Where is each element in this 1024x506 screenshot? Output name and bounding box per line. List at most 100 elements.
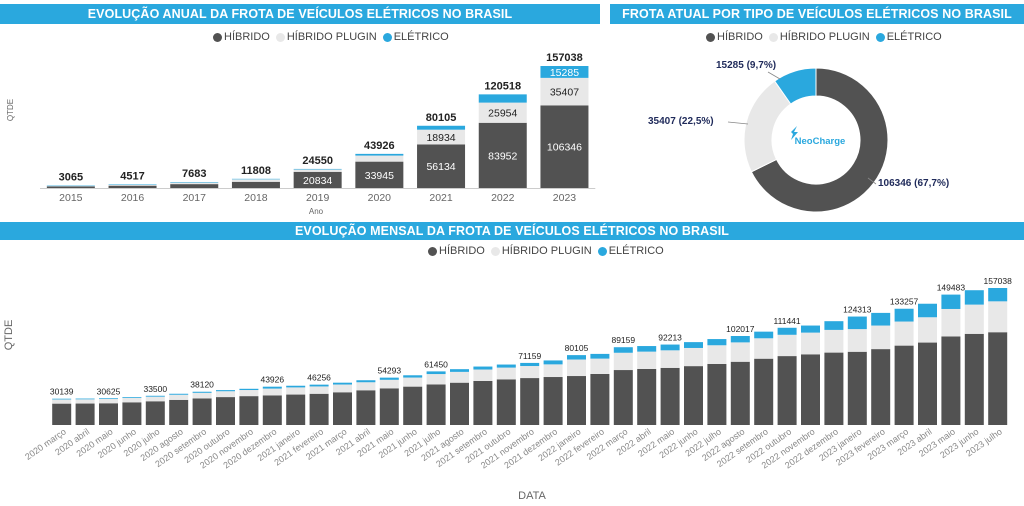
bar-segment-7-1 bbox=[216, 391, 235, 398]
bar-segment-34-2 bbox=[847, 316, 867, 330]
bar-segment-5-1 bbox=[169, 394, 189, 400]
bar-segment-33-0 bbox=[824, 352, 844, 425]
x-tick-label: 2021 bbox=[429, 192, 453, 204]
bar-segment-18-0 bbox=[473, 380, 493, 425]
bar-segment-23-1 bbox=[590, 358, 610, 374]
bar-segment-22-2 bbox=[567, 355, 586, 360]
legend-label: HÍBRIDO PLUGIN bbox=[779, 31, 870, 43]
y-axis-label: QTDE bbox=[3, 320, 15, 351]
slice-label: 106346 (67,7%) bbox=[878, 178, 949, 189]
bar-segment-33-1 bbox=[824, 329, 844, 353]
bar-segment-24-1 bbox=[613, 352, 633, 371]
legend-item-hibrido[interactable]: HÍBRIDO bbox=[213, 31, 270, 43]
bar-segment-7-2 bbox=[216, 390, 235, 392]
x-axis-label: DATA bbox=[518, 490, 546, 502]
monthly-chart-title: EVOLUÇÃO MENSAL DA FROTA DE VEÍCULOS ELÉ… bbox=[0, 222, 1024, 240]
bar-segment-30-1 bbox=[754, 338, 774, 359]
bar-segment-39-2 bbox=[964, 290, 984, 305]
bar-segment-26-2 bbox=[660, 344, 680, 351]
bar-segment-37-2 bbox=[918, 303, 937, 318]
bar-segment-8-2 bbox=[239, 388, 259, 391]
bar-segment-11-2 bbox=[309, 384, 329, 387]
bar-segment-1-1 bbox=[75, 399, 95, 404]
neocharge-logo: NeoCharge bbox=[791, 126, 845, 147]
bar-segment-2015-2 bbox=[46, 185, 95, 187]
bar-segment-17-1 bbox=[450, 371, 469, 383]
bar-segment-2016-1 bbox=[108, 184, 157, 186]
legend-label: ELÉTRICO bbox=[886, 31, 942, 43]
donut-legend: HÍBRIDO HÍBRIDO PLUGIN ELÉTRICO bbox=[706, 31, 948, 43]
bar-segment-39-1 bbox=[964, 304, 984, 334]
bar-segment-20-2 bbox=[520, 362, 540, 367]
legend-item-plugin[interactable]: HÍBRIDO PLUGIN bbox=[768, 31, 870, 43]
annual-bar-chart: QTDE Ano 3065 2015 4517 2016 7683 2017 11808 2018… bbox=[6, 52, 596, 216]
bar-segment-17-0 bbox=[450, 382, 469, 425]
bar-segment-38-2 bbox=[941, 294, 961, 309]
bar-segment-8-0 bbox=[239, 396, 259, 425]
bar-segment-40-1 bbox=[988, 301, 1008, 333]
segment-label: 35407 bbox=[550, 87, 579, 99]
segment-label: 106346 bbox=[547, 142, 582, 154]
bar-segment-20-1 bbox=[520, 366, 540, 379]
top-label: 89159 bbox=[611, 335, 635, 345]
legend-dot-icon bbox=[428, 246, 437, 256]
bar-segment-2021-0 bbox=[417, 144, 466, 188]
bar-segment-2-1 bbox=[99, 399, 118, 404]
bar-segment-15-2 bbox=[403, 375, 423, 378]
bar-segment-2023-0 bbox=[540, 105, 589, 188]
x-tick-label: 2016 bbox=[121, 192, 145, 204]
bar-segment-16-1 bbox=[426, 374, 446, 385]
bar-segment-9-0 bbox=[262, 395, 282, 425]
legend-dot-icon bbox=[382, 32, 392, 42]
top-label: 80105 bbox=[565, 343, 589, 353]
x-tick-label: 2019 bbox=[306, 192, 330, 204]
bar-segment-28-2 bbox=[707, 339, 727, 346]
bar-segment-2018-2 bbox=[231, 178, 280, 180]
bar-segment-10-0 bbox=[286, 394, 306, 425]
bar-segment-32-1 bbox=[801, 332, 820, 355]
bar-segment-21-0 bbox=[543, 377, 563, 425]
bar-segment-26-0 bbox=[660, 367, 680, 425]
legend-item-plugin[interactable]: HÍBRIDO PLUGIN bbox=[275, 31, 377, 43]
bar-segment-18-1 bbox=[473, 369, 493, 381]
bar-segment-34-0 bbox=[847, 351, 867, 425]
bar-segment-11-0 bbox=[309, 393, 329, 425]
top-label: 46256 bbox=[307, 373, 331, 383]
bar-segment-40-2 bbox=[988, 288, 1008, 302]
legend-item-eletrico[interactable]: ELÉTRICO bbox=[597, 245, 664, 257]
legend-item-hibrido[interactable]: HÍBRIDO bbox=[706, 31, 763, 43]
bar-segment-9-2 bbox=[262, 386, 282, 389]
legend-item-eletrico[interactable]: ELÉTRICO bbox=[875, 31, 942, 43]
bar-segment-3-0 bbox=[122, 402, 142, 425]
legend-item-hibrido[interactable]: HÍBRIDO bbox=[428, 245, 485, 257]
bar-segment-2021-2 bbox=[417, 125, 466, 130]
bar-segment-14-2 bbox=[379, 377, 399, 380]
bar-segment-25-0 bbox=[637, 368, 657, 425]
bar-segment-24-2 bbox=[613, 347, 633, 353]
total-label: 80105 bbox=[426, 112, 457, 124]
slice-label: 35407 (22,5%) bbox=[648, 116, 714, 127]
bar-segment-35-1 bbox=[871, 325, 891, 350]
bar-segment-27-0 bbox=[684, 366, 703, 425]
top-label: 54293 bbox=[377, 366, 401, 376]
bar-segment-14-0 bbox=[379, 388, 399, 425]
total-label: 157038 bbox=[546, 52, 583, 64]
x-tick-label: 2015 bbox=[59, 192, 83, 204]
bar-segment-39-0 bbox=[964, 333, 984, 425]
top-label: 30139 bbox=[50, 387, 74, 397]
bar-segment-22-1 bbox=[567, 359, 586, 377]
bar-segment-6-1 bbox=[192, 392, 212, 399]
legend-item-eletrico[interactable]: ELÉTRICO bbox=[382, 31, 449, 43]
top-label: 157038 bbox=[984, 276, 1013, 286]
top-label: 33500 bbox=[143, 384, 167, 394]
bar-segment-38-1 bbox=[941, 308, 961, 337]
top-label: 61450 bbox=[424, 359, 448, 369]
total-label: 24550 bbox=[302, 155, 333, 167]
bar-segment-31-1 bbox=[777, 334, 797, 357]
x-tick-label: 2018 bbox=[244, 192, 268, 204]
bar-segment-0-0 bbox=[52, 403, 72, 425]
total-label: 120518 bbox=[484, 80, 521, 92]
legend-label: HÍBRIDO bbox=[439, 245, 485, 257]
legend-item-plugin[interactable]: HÍBRIDO PLUGIN bbox=[490, 245, 592, 257]
